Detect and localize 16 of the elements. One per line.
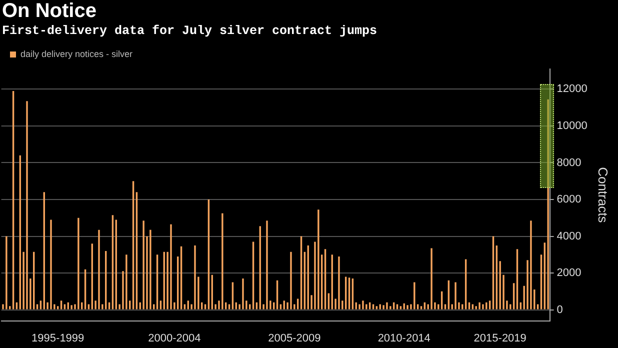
x-tick-label: 2005-2009: [268, 332, 321, 344]
y-axis-title: Contracts: [596, 167, 611, 224]
chart-subtitle: First-delivery data for July silver contract jumps: [2, 24, 378, 38]
chart-title: On Notice: [2, 0, 96, 23]
y-tick-label: 6000: [556, 194, 582, 206]
y-tick-label: 4000: [556, 230, 582, 242]
legend-label: daily delivery notices - silver: [20, 48, 133, 59]
y-tick-label: 0: [556, 304, 563, 316]
y-tick-label: 12000: [556, 83, 588, 96]
x-tick-label: 2015-2019: [474, 332, 526, 344]
x-tick-label: 2010-2014: [378, 332, 430, 344]
y-tick-label: 8000: [556, 156, 582, 169]
y-tick-label: 2000: [556, 267, 582, 280]
y-tick-label: 10000: [556, 120, 588, 132]
x-tick-label: 2000-2004: [148, 332, 201, 344]
x-tick-label: 1995-1999: [32, 332, 84, 344]
